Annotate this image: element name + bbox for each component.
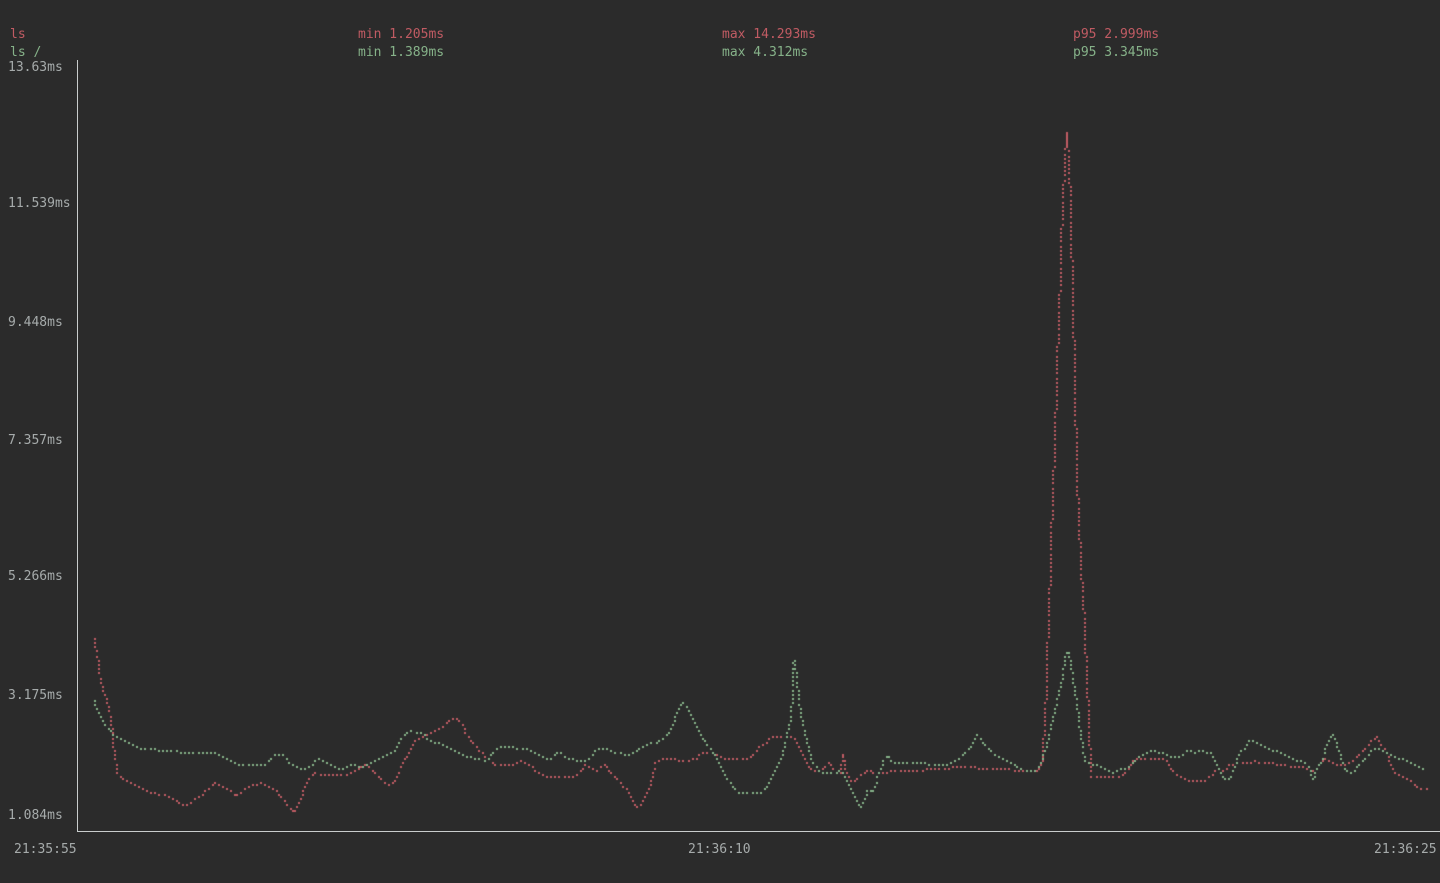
- y-axis-tick-label: 5.266ms: [8, 569, 63, 584]
- x-axis-tick-label: 21:36:25: [1374, 842, 1437, 857]
- y-axis-tick-label: 3.175ms: [8, 688, 63, 703]
- series-2-p95-stat: p95 3.345ms: [1073, 45, 1160, 60]
- x-axis-tick-label: 21:35:55: [14, 842, 77, 857]
- legend-series-1-label: ls: [10, 27, 26, 42]
- y-axis-tick-label: 1.084ms: [8, 808, 63, 823]
- y-axis-line: [77, 60, 78, 832]
- y-axis-tick-label: 7.357ms: [8, 433, 63, 448]
- series-2-max-stat: max 4.312ms: [722, 45, 809, 60]
- y-axis-tick-label: 9.448ms: [8, 315, 63, 330]
- x-axis-tick-label: 21:36:10: [688, 842, 751, 857]
- series-2-min-stat: min 1.389ms: [358, 45, 445, 60]
- x-axis-line: [77, 831, 1440, 832]
- y-axis-tick-label: 11.539ms: [8, 196, 71, 211]
- y-axis-tick-label: 13.63ms: [8, 60, 63, 75]
- series-1-p95-stat: p95 2.999ms: [1073, 27, 1160, 42]
- legend-series-2-label: ls /: [10, 45, 42, 60]
- series-1-min-stat: min 1.205ms: [358, 27, 445, 42]
- series-1-max-stat: max 14.293ms: [722, 27, 816, 42]
